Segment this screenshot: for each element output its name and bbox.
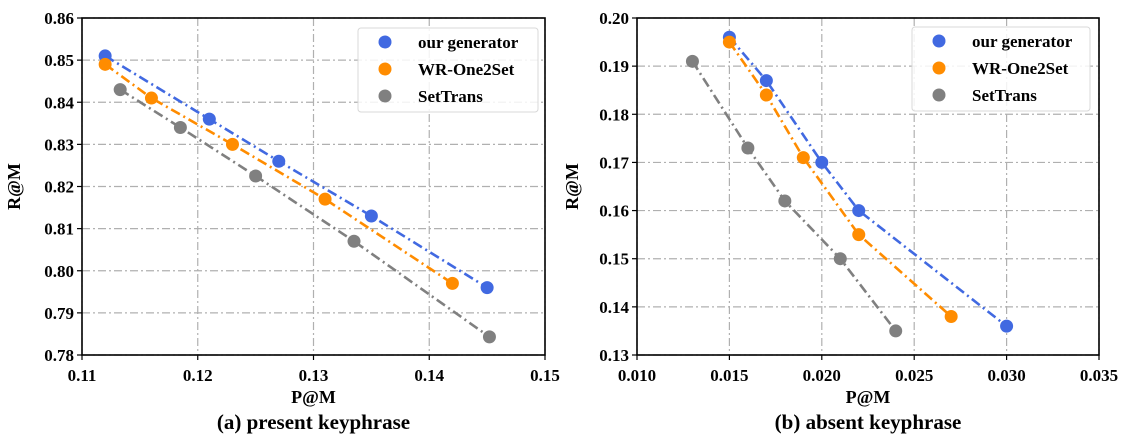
chart-absent: 0.010 0.015 0.020 0.025 0.030 0.035 0.13 0.14 0.… [562, 9, 1118, 434]
data-point [113, 83, 127, 97]
y-tick-label: 0.84 [44, 93, 74, 112]
chart-present: 0.11 0.12 0.13 0.14 0.15 0.78 0.79 0.80 0.81 0.82… [4, 9, 560, 434]
data-point [480, 281, 494, 295]
x-tick-label: 0.13 [299, 366, 329, 385]
y-tick-label: 0.85 [44, 51, 74, 70]
data-point [685, 54, 699, 68]
y-tick-label: 0.80 [44, 262, 74, 281]
data-point [202, 112, 216, 126]
legend-box [357, 27, 539, 113]
y-axis-label: R@M [562, 163, 582, 210]
x-tick-label: 0.015 [710, 366, 748, 385]
data-point [889, 324, 903, 338]
legend-label: our generator [972, 32, 1073, 51]
legend-label: SetTrans [972, 86, 1037, 105]
legend-marker [932, 34, 946, 48]
y-tick-label: 0.86 [44, 9, 74, 28]
data-point [347, 234, 361, 248]
y-tick-label: 0.13 [599, 346, 629, 365]
x-tick-label: 0.14 [414, 366, 444, 385]
data-point [445, 276, 459, 290]
data-point [272, 154, 286, 168]
y-tick-label: 0.19 [599, 57, 629, 76]
y-tick-label: 0.81 [44, 220, 74, 239]
y-tick-label: 0.17 [599, 153, 629, 172]
y-tick-label: 0.20 [599, 9, 629, 28]
data-point [173, 121, 187, 135]
plot-frame [636, 17, 1100, 356]
data-point [796, 151, 810, 165]
x-tick-label: 0.035 [1080, 366, 1118, 385]
y-axis-label: R@M [4, 163, 24, 210]
data-point [98, 57, 112, 71]
legend-label: our generator [418, 33, 519, 52]
y-tick-label: 0.15 [599, 250, 629, 269]
y-tick-label: 0.79 [44, 304, 74, 323]
data-point [852, 228, 866, 242]
x-tick-label: 0.15 [530, 366, 560, 385]
data-point [364, 209, 378, 223]
legend-label: WR-One2Set [418, 60, 515, 79]
legend-marker [378, 89, 392, 103]
data-point [144, 91, 158, 105]
y-tick-label: 0.83 [44, 135, 74, 154]
x-tick-label: 0.030 [987, 366, 1025, 385]
data-point [944, 309, 958, 323]
legend: our generator WR-One2Set SetTrans [357, 27, 539, 113]
legend-box [911, 26, 1091, 112]
series-line-1 [104, 63, 454, 285]
data-point [225, 137, 239, 151]
plot-frame [81, 17, 546, 356]
legend-marker [932, 88, 946, 102]
x-tick-label: 0.010 [618, 366, 656, 385]
data-point [833, 252, 847, 266]
legend-marker [378, 35, 392, 49]
data-point [852, 204, 866, 218]
y-tick-label: 0.16 [599, 202, 629, 221]
data-point [759, 88, 773, 102]
y-tick-label: 0.18 [599, 105, 629, 124]
data-point [1000, 319, 1014, 333]
legend-marker [378, 62, 392, 76]
legend-label: SetTrans [418, 87, 483, 106]
x-tick-label: 0.020 [803, 366, 841, 385]
data-point [482, 330, 496, 344]
chart-caption: (b) absent keyphrase [775, 410, 962, 434]
data-point [759, 74, 773, 88]
data-point [249, 169, 263, 183]
x-tick-label: 0.025 [895, 366, 933, 385]
data-point [815, 155, 829, 169]
y-tick-label: 0.78 [44, 346, 74, 365]
legend-label: WR-One2Set [972, 59, 1069, 78]
series-line-2 [691, 60, 897, 332]
x-tick-label: 0.11 [68, 366, 97, 385]
legend: our generator WR-One2Set SetTrans [911, 26, 1091, 112]
data-point [741, 141, 755, 155]
y-tick-label: 0.14 [599, 298, 629, 317]
legend-marker [932, 61, 946, 75]
x-tick-label: 0.12 [183, 366, 213, 385]
x-axis-label: P@M [846, 387, 891, 407]
data-point [722, 35, 736, 49]
chart-caption: (a) present keyphrase [217, 410, 410, 434]
series-line-1 [728, 41, 953, 318]
x-axis-label: P@M [291, 387, 336, 407]
y-tick-label: 0.82 [44, 178, 74, 197]
data-point [318, 192, 332, 206]
data-point [778, 194, 792, 208]
